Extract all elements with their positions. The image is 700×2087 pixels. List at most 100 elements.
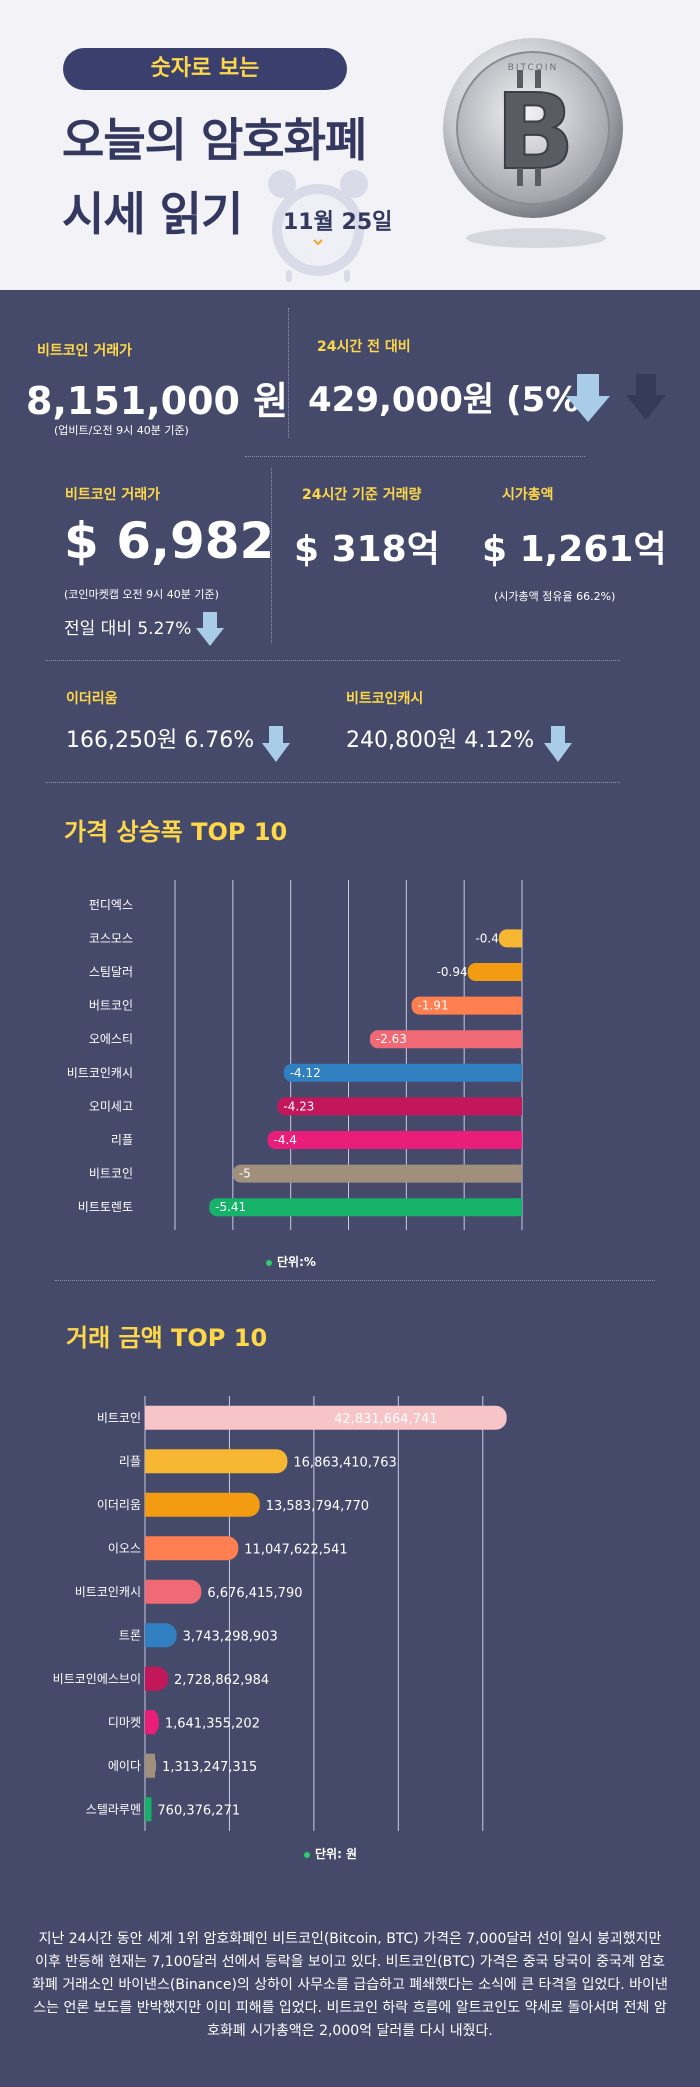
svg-text:B: B [495, 71, 574, 193]
value-label: -4.4 [274, 1133, 297, 1147]
trade-volume-chart-title: 거래 금액 TOP 10 [66, 1324, 268, 1352]
category-label: 이오스 [108, 1541, 141, 1555]
value-label: 6,676,415,790 [207, 1586, 302, 1601]
btc-usd-value: $ 6,982 [64, 512, 275, 570]
bar-end [512, 1030, 522, 1049]
bar [232, 1164, 523, 1183]
value-label: 16,863,410,763 [293, 1455, 396, 1470]
value-label: -0.4 [475, 931, 498, 945]
bar-start [145, 1623, 155, 1648]
divider [288, 308, 289, 438]
trade-volume-chart-unit: 단위: 원 [304, 1845, 357, 1862]
value-label: -4.23 [283, 1099, 314, 1113]
volume-label: 24시간 기준 거래량 [302, 487, 422, 503]
bitcoin-coin-icon: BITCOIN B [443, 38, 623, 248]
eth-value: 166,250원 6.76% [66, 728, 255, 753]
bch-value: 240,800원 4.12% [346, 728, 535, 753]
down-arrow-shadow-icon [626, 374, 666, 420]
page-title-line-2: 시세 읽기 [62, 187, 243, 241]
market-cap-value: $ 1,261억 [482, 529, 667, 570]
trade-volume-chart: 비트코인 42,831,664,741 리플 16,863,410,763 이더리움 13… [53, 1396, 507, 1831]
bch-label: 비트코인캐시 [346, 691, 424, 707]
volume-value: $ 318억 [294, 529, 440, 570]
bar [145, 1405, 507, 1430]
category-label: 스팀달러 [89, 965, 133, 979]
date-label: 11월 25일 [283, 210, 393, 235]
btc-krw-value: 8,151,000 원 [26, 379, 289, 423]
bar-end [512, 1131, 522, 1149]
category-label: 비트코인캐시 [75, 1585, 141, 1599]
bar [411, 996, 522, 1015]
category-label: 이더리움 [97, 1498, 141, 1512]
bar-start [145, 1449, 155, 1474]
price-change-chart-unit: 단위:% [266, 1253, 316, 1270]
value-label: -4.12 [290, 1066, 321, 1080]
bar [267, 1131, 522, 1149]
bar-end [512, 1063, 522, 1082]
category-label: 비트코인 [89, 1167, 133, 1181]
value-label: 1,313,247,315 [162, 1760, 257, 1775]
category-label: 펀디엑스 [89, 898, 133, 912]
value-label: -1.91 [418, 999, 449, 1013]
value-label: 760,376,271 [157, 1803, 240, 1818]
value-label: -5.41 [215, 1200, 246, 1214]
btc-usd-label: 비트코인 거래가 [65, 487, 161, 503]
bar-start [145, 1579, 155, 1604]
legend-dot [266, 1259, 272, 1266]
svg-text:BITCOIN: BITCOIN [508, 63, 559, 73]
value-label: -5 [239, 1167, 251, 1181]
down-arrow-icon [566, 374, 610, 422]
bar [467, 963, 522, 981]
down-arrow-icon [262, 726, 290, 762]
category-label: 오에스티 [89, 1032, 133, 1046]
bar [277, 1097, 522, 1116]
bar-end [512, 963, 522, 981]
category-label: 리플 [119, 1454, 141, 1468]
bar-end [512, 929, 522, 948]
bar [209, 1198, 522, 1217]
market-cap-note: (시가총액 점유율 66.2%) [494, 590, 616, 603]
value-label: 11,047,622,541 [244, 1542, 347, 1557]
price-change-chart-title: 가격 상승폭 TOP 10 [64, 818, 288, 846]
category-label: 비트코인 [97, 1411, 141, 1425]
divider [45, 782, 620, 783]
category-label: 스텔라루멘 [86, 1802, 141, 1816]
bar [283, 1063, 522, 1082]
category-label: 에이다 [108, 1759, 141, 1773]
eth-label: 이더리움 [66, 691, 118, 707]
bar-start [145, 1710, 155, 1735]
value-label: 1,641,355,202 [165, 1716, 260, 1731]
header-pill: 숫자로 보는 [63, 48, 347, 90]
value-label: 2,728,862,984 [174, 1673, 269, 1688]
bar-end [512, 1097, 522, 1116]
change-24h-label: 24시간 전 대비 [317, 339, 411, 355]
category-label: 오미세고 [89, 1099, 133, 1113]
bar-end [512, 996, 522, 1015]
value-label: 3,743,298,903 [183, 1629, 278, 1644]
down-arrow-icon [196, 612, 224, 646]
bar [145, 1492, 260, 1517]
category-label: 비트코인캐시 [67, 1066, 133, 1080]
category-label: 비트코인에스브이 [53, 1672, 141, 1686]
btc-usd-change: 전일 대비 5.27% [64, 619, 192, 639]
category-label: 리플 [111, 1133, 133, 1147]
bar-start [145, 1405, 155, 1430]
down-arrow-icon [544, 726, 572, 762]
category-label: 코스모스 [89, 931, 133, 945]
category-label: 비트토렌토 [78, 1200, 133, 1214]
alarm-clock-icon [268, 170, 368, 282]
header-banner: 숫자로 보는 오늘의 암호화폐 시세 읽기 11월 25일 BITCOIN B [0, 0, 700, 290]
bar [369, 1030, 522, 1049]
bar [145, 1536, 239, 1561]
bar-start [145, 1492, 155, 1517]
article-summary: 지난 24시간 동안 세계 1위 암호화폐인 비트코인(Bitcoin, BTC… [32, 1931, 668, 2039]
bar-start [145, 1753, 155, 1778]
divider [245, 456, 585, 457]
legend-dot [304, 1851, 310, 1858]
page-title-line-1: 오늘의 암호화폐 [62, 113, 367, 167]
change-24h-value: 429,000원 (5%) [308, 380, 595, 420]
trade-volume-unit-text: 단위: 원 [315, 1847, 358, 1861]
bar-end [512, 1198, 522, 1217]
btc-krw-label: 비트코인 거래가 [37, 343, 133, 359]
